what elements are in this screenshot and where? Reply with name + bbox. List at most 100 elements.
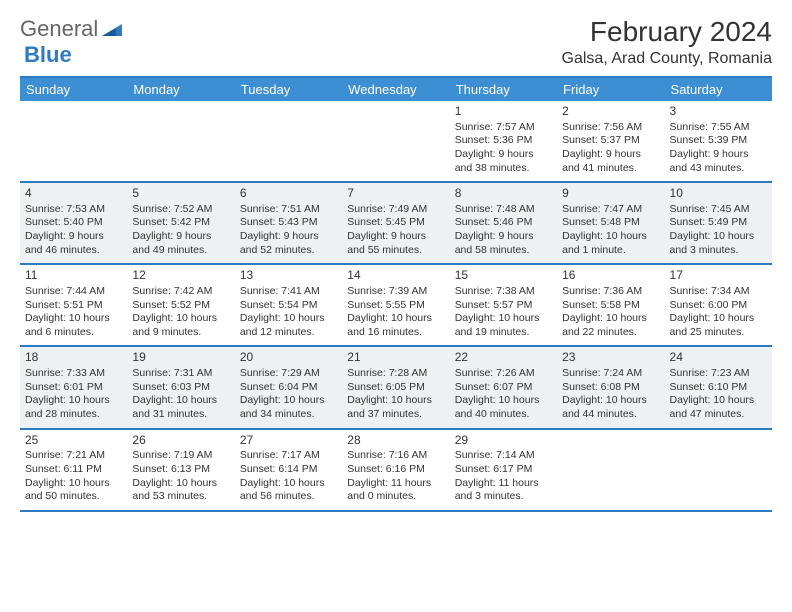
day-info: Sunset: 5:46 PM (455, 216, 552, 230)
day-info: Sunrise: 7:36 AM (562, 285, 659, 299)
day-cell: 26Sunrise: 7:19 AMSunset: 6:13 PMDayligh… (127, 430, 234, 510)
day-cell: 12Sunrise: 7:42 AMSunset: 5:52 PMDayligh… (127, 265, 234, 345)
day-info: Sunrise: 7:26 AM (455, 367, 552, 381)
day-number: 19 (132, 350, 229, 366)
day-info: Sunrise: 7:19 AM (132, 449, 229, 463)
day-cell: 10Sunrise: 7:45 AMSunset: 5:49 PMDayligh… (665, 183, 772, 263)
day-info: Sunrise: 7:28 AM (347, 367, 444, 381)
day-number: 15 (455, 268, 552, 284)
day-info: Daylight: 9 hours (25, 230, 122, 244)
day-number: 16 (562, 268, 659, 284)
day-info: and 3 minutes. (670, 244, 767, 258)
day-info: Daylight: 10 hours (25, 394, 122, 408)
day-cell: 20Sunrise: 7:29 AMSunset: 6:04 PMDayligh… (235, 347, 342, 427)
day-number: 24 (670, 350, 767, 366)
day-number: 29 (455, 433, 552, 449)
day-info: Daylight: 10 hours (670, 230, 767, 244)
day-info: Daylight: 10 hours (25, 312, 122, 326)
day-info: and 58 minutes. (455, 244, 552, 258)
logo-text-general: General (20, 16, 98, 42)
day-info: and 53 minutes. (132, 490, 229, 504)
day-cell (127, 101, 234, 181)
week-row: 1Sunrise: 7:57 AMSunset: 5:36 PMDaylight… (20, 101, 772, 183)
day-cell: 28Sunrise: 7:16 AMSunset: 6:16 PMDayligh… (342, 430, 449, 510)
day-cell: 18Sunrise: 7:33 AMSunset: 6:01 PMDayligh… (20, 347, 127, 427)
day-info: Daylight: 10 hours (25, 477, 122, 491)
day-info: Sunset: 5:54 PM (240, 299, 337, 313)
day-info: Sunset: 5:36 PM (455, 134, 552, 148)
day-info: and 38 minutes. (455, 162, 552, 176)
day-info: Sunset: 6:00 PM (670, 299, 767, 313)
day-cell: 19Sunrise: 7:31 AMSunset: 6:03 PMDayligh… (127, 347, 234, 427)
day-number: 23 (562, 350, 659, 366)
day-info: Daylight: 10 hours (670, 394, 767, 408)
day-cell (557, 430, 664, 510)
day-number: 27 (240, 433, 337, 449)
day-info: Daylight: 10 hours (132, 312, 229, 326)
day-header: Tuesday (235, 78, 342, 101)
day-number: 26 (132, 433, 229, 449)
day-cell: 25Sunrise: 7:21 AMSunset: 6:11 PMDayligh… (20, 430, 127, 510)
day-info: Daylight: 9 hours (670, 148, 767, 162)
day-info: Sunset: 5:49 PM (670, 216, 767, 230)
day-cell (665, 430, 772, 510)
day-info: Sunrise: 7:31 AM (132, 367, 229, 381)
day-cell: 13Sunrise: 7:41 AMSunset: 5:54 PMDayligh… (235, 265, 342, 345)
day-info: Sunset: 5:48 PM (562, 216, 659, 230)
day-info: Sunset: 6:01 PM (25, 381, 122, 395)
day-number: 2 (562, 104, 659, 120)
day-header: Thursday (450, 78, 557, 101)
day-info: and 28 minutes. (25, 408, 122, 422)
day-info: and 3 minutes. (455, 490, 552, 504)
day-info: Sunrise: 7:51 AM (240, 203, 337, 217)
day-cell: 24Sunrise: 7:23 AMSunset: 6:10 PMDayligh… (665, 347, 772, 427)
day-info: and 25 minutes. (670, 326, 767, 340)
day-info: and 37 minutes. (347, 408, 444, 422)
location: Galsa, Arad County, Romania (562, 50, 772, 68)
day-info: and 44 minutes. (562, 408, 659, 422)
day-cell: 7Sunrise: 7:49 AMSunset: 5:45 PMDaylight… (342, 183, 449, 263)
day-info: and 56 minutes. (240, 490, 337, 504)
day-header: Sunday (20, 78, 127, 101)
day-info: and 34 minutes. (240, 408, 337, 422)
day-info: and 41 minutes. (562, 162, 659, 176)
day-info: and 0 minutes. (347, 490, 444, 504)
day-cell: 6Sunrise: 7:51 AMSunset: 5:43 PMDaylight… (235, 183, 342, 263)
day-info: Sunrise: 7:17 AM (240, 449, 337, 463)
day-info: and 31 minutes. (132, 408, 229, 422)
week-row: 11Sunrise: 7:44 AMSunset: 5:51 PMDayligh… (20, 265, 772, 347)
calendar: Sunday Monday Tuesday Wednesday Thursday… (20, 76, 772, 512)
day-info: Daylight: 10 hours (455, 312, 552, 326)
day-info: Daylight: 10 hours (562, 312, 659, 326)
day-cell: 11Sunrise: 7:44 AMSunset: 5:51 PMDayligh… (20, 265, 127, 345)
day-cell: 27Sunrise: 7:17 AMSunset: 6:14 PMDayligh… (235, 430, 342, 510)
day-number: 17 (670, 268, 767, 284)
day-info: Sunset: 6:11 PM (25, 463, 122, 477)
day-number: 11 (25, 268, 122, 284)
day-cell: 8Sunrise: 7:48 AMSunset: 5:46 PMDaylight… (450, 183, 557, 263)
day-number: 5 (132, 186, 229, 202)
day-cell (342, 101, 449, 181)
day-info: and 46 minutes. (25, 244, 122, 258)
day-info: Sunset: 5:39 PM (670, 134, 767, 148)
day-cell: 14Sunrise: 7:39 AMSunset: 5:55 PMDayligh… (342, 265, 449, 345)
day-info: Sunset: 5:55 PM (347, 299, 444, 313)
day-info: Sunrise: 7:29 AM (240, 367, 337, 381)
day-number: 10 (670, 186, 767, 202)
day-info: and 47 minutes. (670, 408, 767, 422)
day-info: Daylight: 10 hours (670, 312, 767, 326)
day-number: 4 (25, 186, 122, 202)
day-info: and 16 minutes. (347, 326, 444, 340)
day-header: Monday (127, 78, 234, 101)
day-info: Sunrise: 7:38 AM (455, 285, 552, 299)
day-info: Daylight: 10 hours (562, 230, 659, 244)
day-number: 20 (240, 350, 337, 366)
day-header: Friday (557, 78, 664, 101)
day-info: Daylight: 10 hours (347, 394, 444, 408)
day-cell: 9Sunrise: 7:47 AMSunset: 5:48 PMDaylight… (557, 183, 664, 263)
day-info: Sunrise: 7:44 AM (25, 285, 122, 299)
day-number: 13 (240, 268, 337, 284)
day-info: and 52 minutes. (240, 244, 337, 258)
day-info: Sunrise: 7:48 AM (455, 203, 552, 217)
day-cell: 15Sunrise: 7:38 AMSunset: 5:57 PMDayligh… (450, 265, 557, 345)
